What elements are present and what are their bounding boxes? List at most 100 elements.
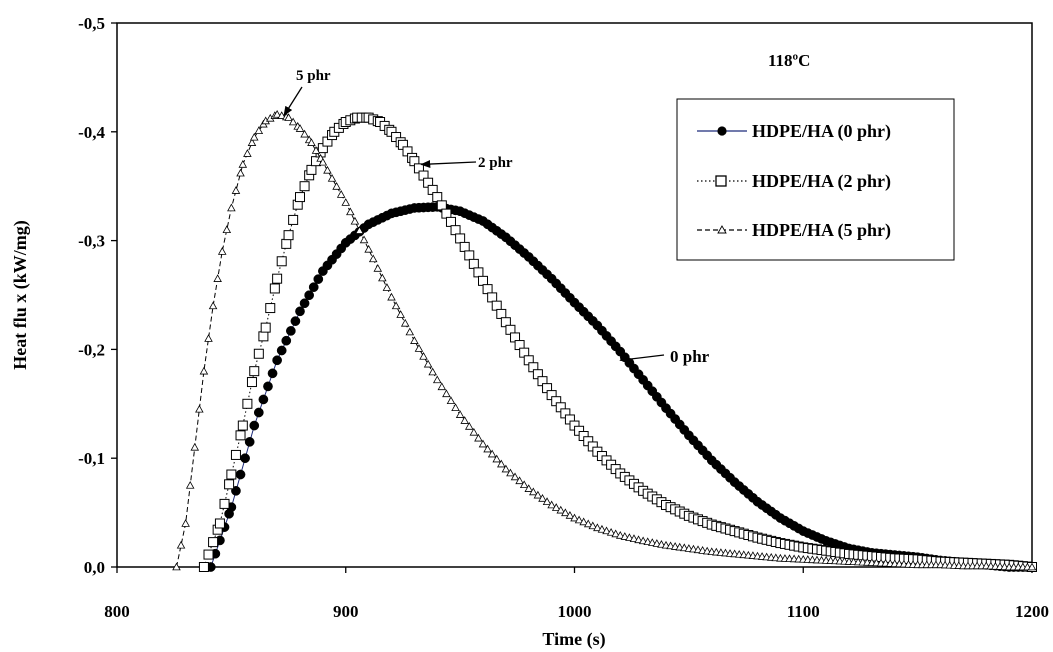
x-tick-label: 800 bbox=[104, 602, 130, 621]
legend-swatch-marker bbox=[715, 175, 727, 187]
x-tick-label: 1000 bbox=[558, 602, 592, 621]
data-point bbox=[341, 198, 351, 206]
data-point bbox=[295, 192, 305, 203]
data-point bbox=[299, 181, 310, 192]
legend-swatch-marker bbox=[717, 225, 727, 234]
data-point bbox=[629, 534, 639, 542]
data-point bbox=[243, 149, 252, 157]
x-tick-label: 1100 bbox=[787, 602, 820, 621]
data-point bbox=[299, 298, 310, 309]
data-point bbox=[272, 109, 282, 118]
legend-item: HDPE/HA (2 phr) bbox=[697, 171, 891, 192]
data-point bbox=[244, 437, 255, 447]
data-point bbox=[497, 459, 506, 468]
data-point bbox=[359, 235, 369, 244]
data-point bbox=[373, 264, 383, 272]
data-point bbox=[323, 165, 332, 174]
data-point bbox=[515, 476, 524, 485]
data-point bbox=[249, 132, 259, 141]
data-point bbox=[615, 531, 625, 539]
y-tick-label: -0,1 bbox=[78, 449, 105, 468]
data-point bbox=[634, 535, 643, 544]
data-point bbox=[620, 532, 630, 540]
data-point bbox=[464, 422, 474, 430]
data-point bbox=[455, 410, 465, 418]
data-point bbox=[464, 250, 475, 261]
data-point bbox=[198, 562, 209, 572]
data-point bbox=[208, 301, 218, 310]
data-point bbox=[396, 310, 405, 318]
data-point bbox=[542, 497, 552, 506]
data-point bbox=[455, 233, 466, 244]
y-tick-label: -0,4 bbox=[78, 123, 105, 142]
data-point bbox=[482, 284, 493, 295]
data-point bbox=[263, 381, 273, 392]
data-point bbox=[491, 300, 502, 311]
data-point bbox=[529, 487, 538, 496]
data-point bbox=[579, 517, 588, 526]
data-point bbox=[451, 403, 460, 411]
data-point bbox=[208, 537, 219, 548]
legend: HDPE/HA (0 phr) HDPE/HA (2 phr) HDPE/HA (5… bbox=[676, 98, 955, 261]
data-point bbox=[272, 355, 282, 366]
annotation: 0 phr bbox=[619, 347, 710, 366]
data-point bbox=[469, 427, 479, 436]
data-point bbox=[387, 292, 396, 301]
data-point bbox=[290, 316, 301, 326]
data-point bbox=[419, 351, 428, 360]
data-point bbox=[643, 537, 652, 546]
data-point bbox=[441, 208, 452, 219]
data-point bbox=[219, 498, 230, 509]
data-point bbox=[283, 230, 294, 241]
data-point bbox=[236, 168, 245, 177]
data-point bbox=[313, 274, 324, 284]
data-point bbox=[237, 420, 248, 431]
data-point bbox=[364, 244, 373, 253]
data-point bbox=[533, 490, 543, 499]
x-axis-ticks: 800 900 1000 1100 1200 bbox=[104, 567, 1049, 621]
data-point bbox=[450, 225, 461, 236]
data-point bbox=[583, 519, 593, 528]
data-point bbox=[176, 540, 186, 549]
data-point bbox=[311, 146, 321, 154]
data-point bbox=[597, 524, 607, 533]
data-point bbox=[460, 416, 469, 424]
data-point bbox=[547, 500, 556, 509]
data-point bbox=[230, 449, 241, 460]
annotation-label: 5 phr bbox=[296, 68, 331, 84]
data-point bbox=[203, 549, 214, 560]
data-point bbox=[602, 526, 611, 535]
data-point bbox=[258, 331, 269, 342]
data-point bbox=[308, 282, 319, 293]
data-point bbox=[295, 124, 305, 132]
data-point bbox=[506, 468, 515, 477]
data-point bbox=[307, 138, 316, 146]
data-point bbox=[318, 157, 328, 166]
data-point bbox=[432, 375, 442, 384]
data-point bbox=[501, 464, 511, 473]
data-point bbox=[204, 334, 213, 342]
data-point bbox=[405, 327, 415, 336]
data-point bbox=[652, 539, 662, 547]
y-axis-label: Heat flu x (kW/mg) bbox=[10, 220, 31, 369]
data-point bbox=[190, 442, 200, 451]
data-point bbox=[588, 521, 598, 530]
data-point bbox=[304, 290, 314, 301]
data-point bbox=[432, 192, 443, 203]
data-point bbox=[222, 225, 232, 234]
data-point bbox=[410, 336, 419, 344]
data-point bbox=[492, 454, 502, 463]
data-point bbox=[249, 366, 260, 377]
data-point bbox=[288, 214, 299, 225]
data-point bbox=[265, 303, 276, 314]
annotation-label: 2 phr bbox=[478, 155, 513, 171]
data-point bbox=[378, 273, 387, 282]
data-point bbox=[214, 518, 225, 529]
y-tick-label: -0,5 bbox=[78, 14, 105, 33]
data-point bbox=[459, 241, 470, 252]
data-point bbox=[246, 377, 257, 388]
legend-item: HDPE/HA (0 phr) bbox=[697, 121, 891, 142]
data-point bbox=[346, 207, 355, 216]
data-point bbox=[260, 322, 271, 333]
data-point bbox=[281, 238, 292, 249]
